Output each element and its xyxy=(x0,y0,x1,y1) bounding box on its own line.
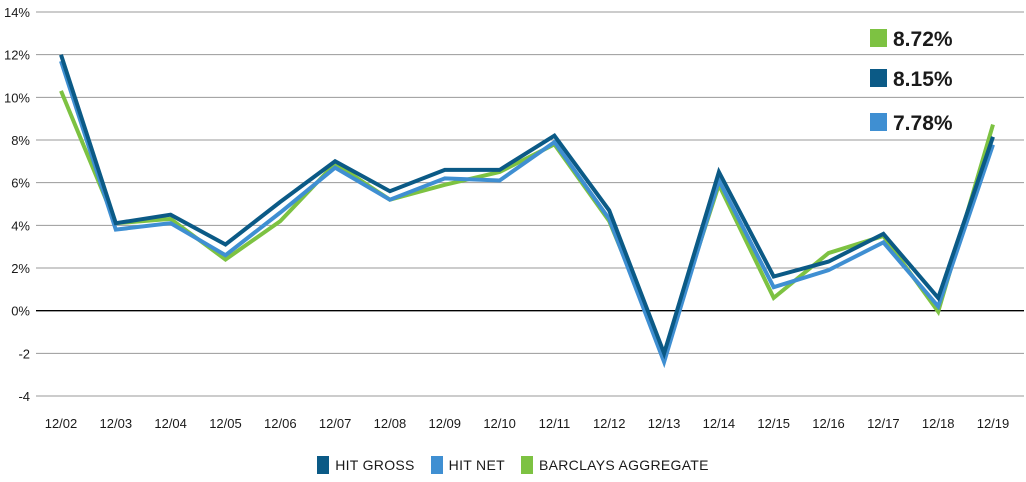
legend-label: BARCLAYS AGGREGATE xyxy=(538,457,709,473)
callout-swatch xyxy=(870,69,887,87)
callout-label: 7.78% xyxy=(893,112,953,135)
x-tick-label: 12/14 xyxy=(703,416,736,431)
series-line-barclays-aggregate xyxy=(59,90,995,360)
y-tick-label: 8% xyxy=(11,133,30,148)
y-tick-label: 4% xyxy=(11,218,30,233)
series-line-hit-net xyxy=(59,60,995,369)
x-tick-label: 12/13 xyxy=(648,416,681,431)
legend-swatch xyxy=(317,456,330,474)
value-callouts: 8.72% 8.15% 7.78% xyxy=(870,28,953,135)
legend-swatch xyxy=(520,456,533,474)
x-tick-label: 12/18 xyxy=(922,416,955,431)
legend-swatch xyxy=(430,456,443,474)
x-tick-label: 12/17 xyxy=(867,416,900,431)
x-tick-label: 12/12 xyxy=(593,416,626,431)
y-tick-label: 2% xyxy=(11,261,30,276)
x-tick-label: 12/16 xyxy=(812,416,845,431)
series-lines xyxy=(59,54,995,369)
legend-label: HIT NET xyxy=(448,457,505,473)
legend-label: HIT GROSS xyxy=(335,457,415,473)
x-tick-label: 12/10 xyxy=(483,416,516,431)
x-tick-label: 12/07 xyxy=(319,416,352,431)
y-tick-label: 14% xyxy=(4,5,30,20)
y-tick-label: -4 xyxy=(18,389,30,404)
callout-label: 8.72% xyxy=(893,28,953,51)
callout-swatch xyxy=(870,113,887,131)
x-tick-label: 12/05 xyxy=(209,416,242,431)
legend-item-hit-gross: HIT GROSS xyxy=(317,456,414,474)
y-axis-ticks: 14% 12% 10% 8% 6% 4% 2% 0% -2 -4 xyxy=(4,5,30,404)
x-tick-label: 12/02 xyxy=(45,416,78,431)
callout-swatch xyxy=(870,29,887,47)
x-tick-label: 12/09 xyxy=(428,416,461,431)
x-tick-label: 12/06 xyxy=(264,416,297,431)
legend-item-barclays-aggregate: BARCLAYS AGGREGATE xyxy=(520,456,709,474)
x-tick-label: 12/15 xyxy=(757,416,790,431)
y-tick-label: 12% xyxy=(4,48,30,63)
series-line-hit-gross xyxy=(59,54,995,360)
y-tick-label: -2 xyxy=(18,346,30,361)
y-tick-label: 6% xyxy=(11,176,30,191)
line-chart: 14%12%10%8%6%4%2%0%-2-4 12/02 12/03 12/04 1… xyxy=(4,5,1024,431)
x-axis-ticks: 12/02 12/03 12/04 12/05 12/06 12/07 12/08 12/09… xyxy=(45,416,1010,431)
x-tick-label: 12/11 xyxy=(539,416,571,431)
x-tick-label: 12/19 xyxy=(977,416,1010,431)
legend: HIT GROSS HIT NET BARCLAYS AGGREGATE xyxy=(0,456,1026,474)
callout-label: 8.15% xyxy=(893,68,953,91)
x-tick-label: 12/08 xyxy=(374,416,407,431)
x-tick-label: 12/03 xyxy=(100,416,133,431)
y-tick-label: 10% xyxy=(4,90,30,105)
legend-item-hit-net: HIT NET xyxy=(430,456,505,474)
x-tick-label: 12/04 xyxy=(154,416,187,431)
y-tick-label: 0% xyxy=(11,304,30,319)
gridlines xyxy=(36,11,1024,397)
